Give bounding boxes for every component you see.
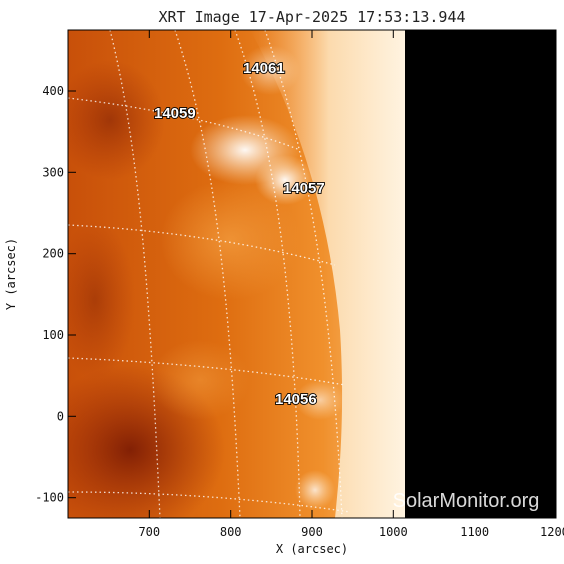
- y-tick-label: 100: [42, 328, 64, 342]
- y-tick-label: 300: [42, 165, 64, 179]
- region-label: 14059: [154, 105, 196, 122]
- region-label: 14056: [275, 391, 317, 408]
- y-axis-label: Y (arcsec): [4, 238, 18, 310]
- region-label: 14061: [243, 60, 285, 77]
- off-disk-space: [405, 30, 556, 518]
- image-title: XRT Image 17-Apr-2025 17:53:13.944: [158, 8, 465, 26]
- y-tick-label: 0: [57, 409, 64, 423]
- x-tick-label: 800: [220, 525, 242, 539]
- solar-image: 14061 14059 14057 14056 SolarMonitor.org: [68, 30, 556, 518]
- heliographic-grid: [68, 30, 351, 518]
- x-tick-label: 700: [138, 525, 160, 539]
- x-tick-label: 1100: [460, 525, 489, 539]
- x-axis: 700 800 900 1000 1100 1200 X (arcsec): [138, 30, 564, 556]
- region-label: 14057: [283, 180, 325, 197]
- watermark: SolarMonitor.org: [393, 490, 540, 512]
- y-axis: 400 300 200 100 0 -100 Y (arcsec): [4, 84, 556, 505]
- x-tick-label: 900: [301, 525, 323, 539]
- x-tick-label: 1000: [379, 525, 408, 539]
- y-tick-label: 200: [42, 247, 64, 261]
- solar-limb: [250, 30, 408, 518]
- x-axis-label: X (arcsec): [276, 542, 348, 556]
- y-tick-label: 400: [42, 84, 64, 98]
- y-tick-label: -100: [35, 491, 64, 505]
- x-tick-label: 1200: [540, 525, 564, 539]
